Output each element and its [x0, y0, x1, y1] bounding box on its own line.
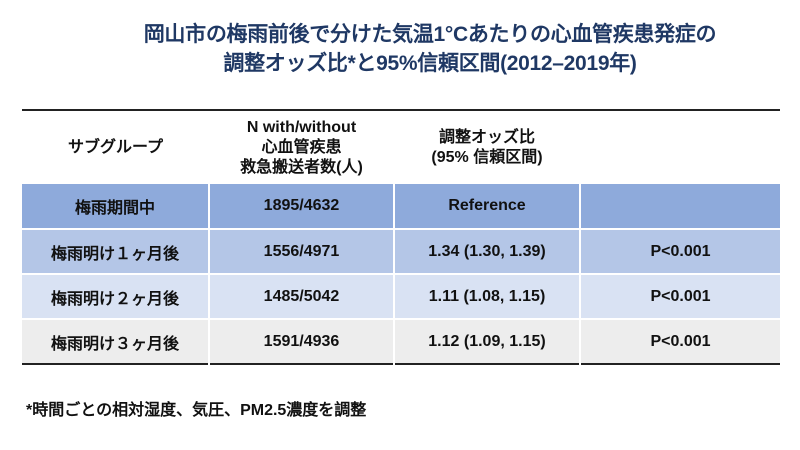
cell-subgroup: 梅雨明け２ヶ月後: [22, 274, 210, 319]
header-odds-ratio: 調整オッズ比 (95% 信頼区間): [431, 128, 543, 166]
cell-p: P<0.001: [650, 242, 711, 260]
table-row: 梅雨期間中 1895/4632 Reference: [22, 184, 780, 229]
table-row: 梅雨明け１ヶ月後 1556/4971 1.34 (1.30, 1.39) P<0…: [22, 229, 780, 274]
cell-p: [580, 184, 780, 229]
slide-title: 岡山市の梅雨前後で分けた気温1°Cあたりの心血管疾患発症の 調整オッズ比*と95…: [90, 20, 770, 78]
cell-n: 1895/4632: [209, 184, 395, 229]
cell-odds-ratio: Reference: [394, 184, 581, 229]
title-line-2: 調整オッズ比*と95%信頼区間(2012–2019年): [223, 52, 637, 75]
cell-subgroup: 梅雨明け１ヶ月後: [22, 229, 210, 274]
table-header-row: サブグループ N with/without 心血管疾患 救急搬送者数(人) 調整オッ…: [22, 110, 780, 184]
cell-odds-ratio: 1.11 (1.08, 1.15): [394, 274, 581, 319]
header-subgroup: サブグループ: [67, 138, 164, 156]
table-row: 梅雨明け３ヶ月後 1591/4936 1.12 (1.09, 1.15) P<0…: [22, 319, 780, 364]
cell-n: 1556/4971: [209, 229, 395, 274]
cell-subgroup: 梅雨期間中: [22, 184, 210, 229]
odds-ratio-table: サブグループ N with/without 心血管疾患 救急搬送者数(人) 調整オッ…: [22, 109, 780, 365]
header-n: N with/without 心血管疾患 救急搬送者数(人): [240, 118, 363, 176]
cell-p: P<0.001: [650, 287, 711, 305]
cell-odds-ratio: 1.12 (1.09, 1.15): [394, 319, 581, 364]
footnote: *時間ごとの相対湿度、気圧、PM2.5濃度を調整: [26, 402, 367, 419]
cell-n: 1591/4936: [209, 319, 395, 364]
title-line-1: 岡山市の梅雨前後で分けた気温1°Cあたりの心血管疾患発症の: [143, 23, 717, 46]
cell-odds-ratio: 1.34 (1.30, 1.39): [394, 229, 581, 274]
cell-p: P<0.001: [650, 332, 711, 350]
header-p: [580, 110, 780, 184]
cell-n: 1485/5042: [209, 274, 395, 319]
cell-subgroup: 梅雨明け３ヶ月後: [22, 319, 210, 364]
table-row: 梅雨明け２ヶ月後 1485/5042 1.11 (1.08, 1.15) P<0…: [22, 274, 780, 319]
